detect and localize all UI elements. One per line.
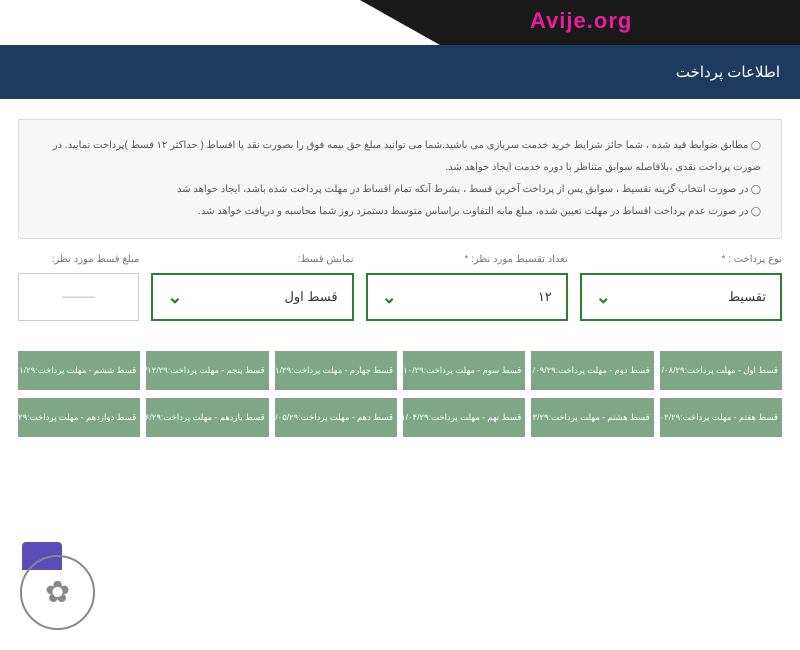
installment-chip[interactable]: قسط دوم - مهلت پرداخت:۱۴۰۰/۰۹/۲۹ xyxy=(531,351,653,390)
installment-row: قسط هفتم - مهلت پرداخت:۱۴۰۱/۰۲/۲۹ قسط هش… xyxy=(18,398,782,437)
payment-type-label: نوع پرداخت : * xyxy=(580,254,782,265)
chevron-down-icon: ⌄ xyxy=(596,287,611,308)
tree-icon: ✿ xyxy=(45,575,70,610)
payment-type-group: نوع پرداخت : * تقسیط ⌄ xyxy=(580,254,782,321)
installment-chip[interactable]: قسط دوازدهم - مهلت پرداخت:۱۴۰۱/۰۷/۲۹ xyxy=(18,398,140,437)
payment-type-value: تقسیط xyxy=(728,289,766,305)
top-banner: Avije.org xyxy=(0,0,800,45)
installment-display-value: قسط اول xyxy=(284,289,337,305)
amount-group: مبلغ قسط مورد نظر: ——— xyxy=(18,254,139,321)
amount-display: ——— xyxy=(18,273,139,321)
installment-display-group: نمایش قسط: قسط اول ⌄ xyxy=(151,254,353,321)
installment-display-label: نمایش قسط: xyxy=(151,254,353,265)
chevron-down-icon: ⌄ xyxy=(382,287,397,308)
installment-count-value: ۱۲ xyxy=(538,289,552,305)
form-row: نوع پرداخت : * تقسیط ⌄ تعداد تقسیط مورد … xyxy=(18,254,782,321)
footer: ✿ xyxy=(0,535,800,645)
header-title: اطلاعات پرداخت xyxy=(676,64,780,81)
brand-logo: Avije.org xyxy=(530,8,632,34)
installment-chip[interactable]: قسط اول - مهلت پرداخت:۱۴۰۰/۰۸/۲۹ xyxy=(660,351,782,390)
amount-label: مبلغ قسط مورد نظر: xyxy=(18,254,139,265)
installment-chip[interactable]: قسط هشتم - مهلت پرداخت:۱۴۰۱/۰۳/۲۹ xyxy=(531,398,653,437)
info-line: در صورت انتخاب گزینه تقسیط ، سوابق پس از… xyxy=(39,179,761,201)
installment-chip[interactable]: قسط یازدهم - مهلت پرداخت:۱۴۰۱/۰۶/۲۹ xyxy=(146,398,268,437)
info-line: مطابق ضوابط قید شده ، شما حائز شرایط خری… xyxy=(39,135,761,179)
installment-display-select[interactable]: قسط اول ⌄ xyxy=(151,273,353,321)
installment-chip[interactable]: قسط پنجم - مهلت پرداخت:۱۴۰۰/۱۲/۲۹ xyxy=(146,351,268,390)
installment-chip[interactable]: قسط چهارم - مهلت پرداخت:۱۴۰۰/۱۱/۲۹ xyxy=(275,351,397,390)
installment-count-group: تعداد تقسیط مورد نظر: * ۱۲ ⌄ xyxy=(366,254,568,321)
info-line: در صورت عدم پرداخت اقساط در مهلت تعیین ش… xyxy=(39,201,761,223)
installment-chip[interactable]: قسط ششم - مهلت پرداخت:۱۴۰۱/۰۱/۲۹ xyxy=(18,351,140,390)
installment-chip[interactable]: قسط دهم - مهلت پرداخت:۱۴۰۱/۰۵/۲۹ xyxy=(275,398,397,437)
installment-chip[interactable]: قسط هفتم - مهلت پرداخت:۱۴۰۱/۰۲/۲۹ xyxy=(660,398,782,437)
amount-value: ——— xyxy=(62,291,95,303)
installment-row: قسط اول - مهلت پرداخت:۱۴۰۰/۰۸/۲۹ قسط دوم… xyxy=(18,351,782,390)
installment-chip[interactable]: قسط سوم - مهلت پرداخت:۱۴۰۰/۱۰/۲۹ xyxy=(403,351,525,390)
info-notice-box: مطابق ضوابط قید شده ، شما حائز شرایط خری… xyxy=(18,119,782,239)
installments-grid: قسط اول - مهلت پرداخت:۱۴۰۰/۰۸/۲۹ قسط دوم… xyxy=(18,351,782,437)
section-header: اطلاعات پرداخت xyxy=(0,45,800,99)
installment-chip[interactable]: قسط نهم - مهلت پرداخت:۱۴۰۱/۰۴/۲۹ xyxy=(403,398,525,437)
installment-count-label: تعداد تقسیط مورد نظر: * xyxy=(366,254,568,265)
payment-type-select[interactable]: تقسیط ⌄ xyxy=(580,273,782,321)
footer-logo: ✿ xyxy=(20,555,95,630)
chevron-down-icon: ⌄ xyxy=(167,287,182,308)
installment-count-select[interactable]: ۱۲ ⌄ xyxy=(366,273,568,321)
